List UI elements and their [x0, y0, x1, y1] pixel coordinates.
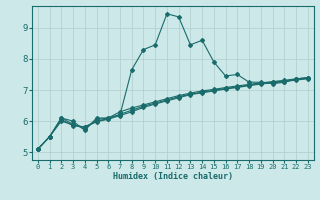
- X-axis label: Humidex (Indice chaleur): Humidex (Indice chaleur): [113, 172, 233, 181]
